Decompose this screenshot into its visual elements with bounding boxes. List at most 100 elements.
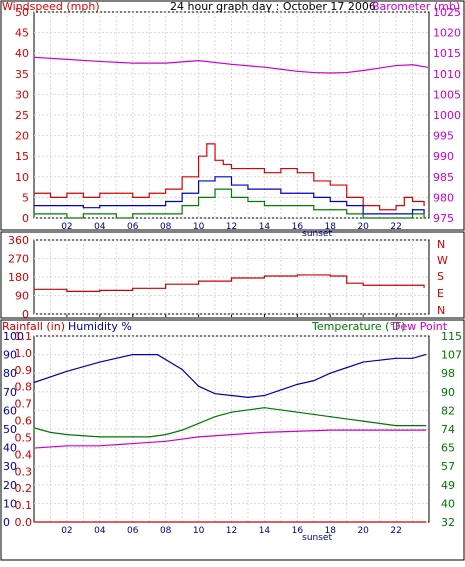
barometer-tick-label: 1020 xyxy=(433,27,461,40)
barometer-tick-label: 990 xyxy=(433,150,454,163)
series-humidity--point xyxy=(411,357,414,359)
series-gust-point xyxy=(230,167,233,170)
series-barometer-mb--point xyxy=(346,71,348,74)
series-barometer-mb--point xyxy=(379,67,381,69)
series-temperature-f--point xyxy=(197,422,200,424)
temperature-tick-label: 90 xyxy=(441,386,455,399)
series-barometer-mb--point xyxy=(362,69,364,72)
series-wind-direction-point xyxy=(379,284,381,286)
series-wind-direction-point xyxy=(132,287,134,289)
series-gust-point xyxy=(296,172,298,174)
series-average-point xyxy=(313,196,315,198)
temperature-tick-label: 40 xyxy=(441,497,455,510)
barometer-tick-label: 1005 xyxy=(433,88,461,101)
series-gust-point xyxy=(197,155,200,157)
series-dew-point-point xyxy=(263,431,266,433)
series-rainfall-in--point xyxy=(33,521,35,523)
series-temperature-f--point xyxy=(230,411,233,413)
series-barometer-mb--point xyxy=(230,63,233,65)
series-barometer-mb--point xyxy=(99,60,101,63)
series-low-point xyxy=(411,213,414,215)
series-gust-point xyxy=(148,192,150,194)
rainfall-tick-label: 0.9 xyxy=(15,364,33,377)
series-gust-point xyxy=(403,196,405,198)
series-gust-point xyxy=(49,196,52,198)
series-humidity--point xyxy=(263,394,266,397)
compass-letter-1: N xyxy=(437,238,445,251)
series-low-point xyxy=(66,217,68,219)
barometer-axis-label: Barometer (mb) xyxy=(372,0,460,13)
windspeed-tick-label: 30 xyxy=(15,88,29,101)
series-average-point xyxy=(247,188,249,190)
direction-tick-label: 360 xyxy=(8,234,29,247)
series-barometer-mb--point xyxy=(197,60,200,62)
humidity-tick-label: 70 xyxy=(3,386,17,399)
series-wind-direction-point xyxy=(423,286,425,288)
series-low-point xyxy=(148,213,150,215)
series-temperature-f--point xyxy=(411,425,414,427)
chart-title: 24 hour graph day : October 17 2006 xyxy=(170,0,376,13)
series-humidity--point xyxy=(214,393,216,395)
series-temperature-f--point xyxy=(362,420,364,422)
humidity-tick-label: 100 xyxy=(3,330,24,343)
humidity-tick-label: 20 xyxy=(3,479,17,492)
x-tick-label: 06 xyxy=(127,526,139,536)
series-dew-point-point xyxy=(230,434,233,436)
series-low-point xyxy=(329,209,331,211)
humidity-tick-label: 80 xyxy=(3,367,17,380)
x-tick-label: 14 xyxy=(259,222,271,232)
direction-tick-label: 90 xyxy=(15,290,29,303)
series-dew-point-point xyxy=(425,429,427,431)
barometer-tick-label: 1010 xyxy=(433,68,461,81)
series-average-point xyxy=(296,192,298,194)
series-humidity--point xyxy=(33,381,35,384)
series-temperature-f--point xyxy=(313,413,315,416)
series-temperature-f--point xyxy=(181,429,183,431)
windspeed-tick-label: 40 xyxy=(15,47,29,60)
series-dew-point-point xyxy=(99,445,101,447)
series-dew-point-point xyxy=(197,436,200,438)
dewpoint-axis-label: Dew Point xyxy=(392,320,448,333)
series-low-point xyxy=(247,200,249,203)
series-low-point xyxy=(197,196,200,198)
barometer-tick-label: 995 xyxy=(433,130,454,143)
series-wind-direction-point xyxy=(33,288,35,290)
series-humidity--point xyxy=(329,372,331,374)
series-gust-point xyxy=(346,196,348,198)
series-wind-direction-point xyxy=(66,290,68,292)
x-tick-label: 22 xyxy=(390,222,401,232)
series-average-point xyxy=(49,205,52,207)
series-dew-point-point xyxy=(66,445,68,447)
series-temperature-f--point xyxy=(263,407,266,409)
series-wind-direction-point xyxy=(395,284,397,286)
windspeed-tick-label: 45 xyxy=(15,27,29,40)
series-average-point xyxy=(214,176,216,178)
x-axis-label: sunset xyxy=(302,533,332,543)
series-average-point xyxy=(132,205,134,207)
rainfall-tick-label: 1.0 xyxy=(15,347,33,360)
windspeed-tick-label: 15 xyxy=(15,150,29,163)
series-average-point xyxy=(263,188,266,190)
series-average-point xyxy=(99,205,101,207)
x-tick-label: 16 xyxy=(292,526,304,536)
series-wind-direction xyxy=(34,274,425,292)
x-tick-label: 22 xyxy=(390,526,401,536)
series-barometer-mb--point xyxy=(395,64,397,67)
series-wind-direction-point xyxy=(230,277,233,279)
series-average-point xyxy=(33,205,35,207)
series-barometer-mb--point xyxy=(66,58,68,60)
temperature-tick-label: 74 xyxy=(441,423,455,436)
series-low-point xyxy=(362,217,364,219)
series-low-point xyxy=(165,213,167,215)
series-average-point xyxy=(66,205,68,207)
humidity-tick-label: 0 xyxy=(3,516,10,529)
humidity-tick-label: 90 xyxy=(3,349,17,362)
series-low-point xyxy=(33,213,35,215)
series-low-point xyxy=(395,217,397,219)
series-temperature-f--point xyxy=(425,425,427,427)
series-gust-point xyxy=(263,172,266,174)
panel-3-frame xyxy=(0,319,465,561)
x-tick-label: 02 xyxy=(61,526,72,536)
series-average-point xyxy=(115,205,117,207)
